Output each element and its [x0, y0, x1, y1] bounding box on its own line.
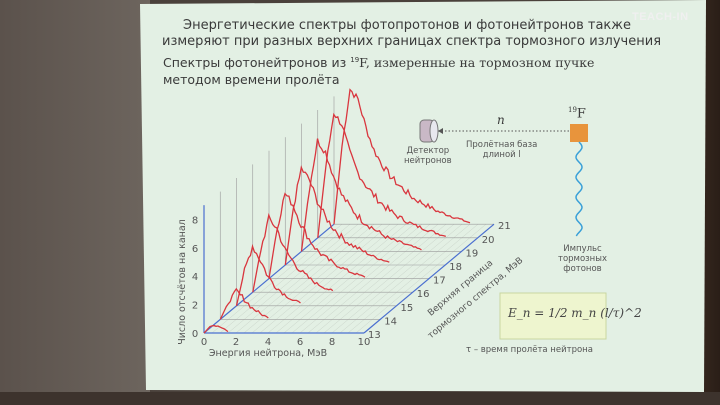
detector-label: Детектор нейтронов — [404, 146, 452, 166]
pulse-label: Импульс тормозных фотонов — [558, 244, 607, 274]
z-tick-label: 14 — [384, 316, 397, 327]
target-label: 19F — [568, 106, 586, 121]
y-tick-label: 8 — [192, 215, 198, 226]
subtitle-text: Спектры фотонейтронов из — [163, 55, 351, 70]
photon-wave-line — [575, 141, 583, 237]
flight-base-label-1: Пролётная база — [466, 140, 538, 150]
x-tick-label: 0 — [201, 337, 207, 348]
target-symbol: F — [576, 106, 586, 122]
target-square — [570, 124, 588, 142]
y-tick-label: 2 — [192, 301, 198, 312]
x-tick-label: 10 — [358, 337, 371, 348]
spectrum-line-15 — [235, 244, 301, 306]
x-tick-label: 6 — [297, 337, 303, 348]
subtitle-text-2: F, измеренные на тормозном пучке — [359, 55, 595, 70]
slide-title-line-1: Энергетические спектры фотопротонов и фо… — [183, 18, 631, 33]
spectrum-line-16 — [252, 212, 334, 293]
slide-subtitle-line-1: Спектры фотонейтронов из 19F, измеренные… — [163, 55, 594, 70]
pulse-label-1: Импульс — [563, 244, 602, 254]
formula-caption: τ – время пролёта нейтрона — [466, 345, 593, 355]
flight-base-label-2: длиной l — [482, 150, 521, 160]
arrow-icon — [438, 128, 443, 134]
flight-base-label: Пролётная база длиной l — [466, 140, 537, 160]
spectrum-line-20 — [317, 112, 447, 238]
subtitle-sup: 19 — [350, 55, 360, 64]
neutron-detector-icon — [419, 119, 439, 143]
neutron-label: n — [497, 113, 505, 127]
pulse-label-3: фотонов — [563, 264, 602, 274]
z-tick-label: 20 — [482, 235, 495, 246]
spectrum-line-19 — [300, 138, 422, 252]
spectrum-line-17 — [268, 192, 366, 279]
x-tick-label: 8 — [329, 337, 335, 348]
formula-box — [499, 292, 607, 340]
z-axis-right — [363, 223, 495, 334]
spectrum-line-21 — [333, 88, 471, 225]
z-tick-label: 13 — [368, 330, 381, 341]
x-tick-label: 4 — [265, 337, 271, 348]
y-axis-label: Число отсчётов на канал — [177, 219, 188, 345]
formula: E_n = 1/2 m_n (l/τ)^2 — [508, 306, 642, 320]
pulse-label-2: тормозных — [558, 254, 607, 264]
z-tick-label: 19 — [466, 248, 479, 259]
y-tick-label: 6 — [192, 244, 198, 255]
target-sup: 19 — [568, 106, 577, 114]
spectrum-line-14 — [219, 287, 269, 320]
z-tick-label: 18 — [449, 262, 462, 273]
spectrum-line-13 — [203, 324, 229, 334]
y-tick-label: 0 — [192, 329, 198, 340]
spectrum-line-18 — [284, 165, 390, 266]
room-floor — [0, 392, 720, 405]
z-tick-label: 17 — [433, 276, 446, 287]
room-wall-left — [0, 0, 150, 405]
slide-title-line-2: измеряют при разных верхних границах спе… — [162, 34, 662, 49]
z-tick-label: 21 — [498, 221, 511, 232]
x-axis-label: Энергия нейтрона, МэВ — [209, 348, 327, 359]
y-tick-label: 4 — [192, 272, 198, 283]
teach-in-logo: TEACH-IN — [632, 11, 689, 23]
z-tick-label: 16 — [417, 289, 430, 300]
detector-label-2: нейтронов — [404, 156, 452, 166]
x-tick-label: 2 — [233, 337, 239, 348]
z-tick-label: 15 — [401, 303, 414, 314]
detector-label-1: Детектор — [406, 146, 450, 156]
slide-subtitle-line-2: методом времени пролёта — [163, 72, 340, 87]
